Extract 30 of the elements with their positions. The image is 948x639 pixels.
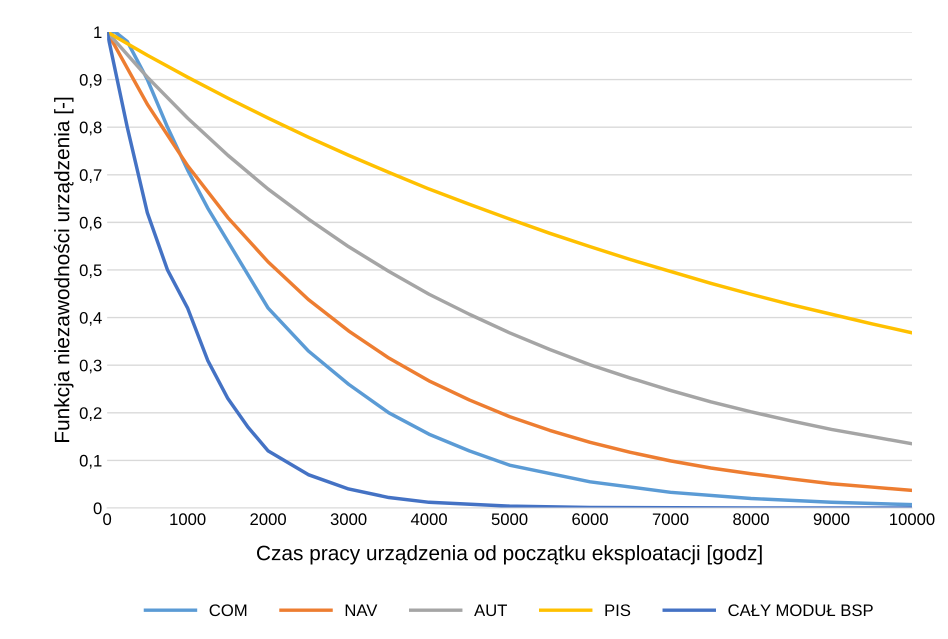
x-tick-label: 0 xyxy=(103,513,112,526)
legend-label: COM xyxy=(210,604,246,616)
y-tick-label: 0,2 xyxy=(80,407,102,421)
y-tick-label: 0,4 xyxy=(80,312,102,326)
y-tick-label: 0,1 xyxy=(80,454,102,469)
x-tick-label: 3000 xyxy=(330,513,366,526)
x-axis-title: Czas pracy urządzenia od początku eksploatacji [godz] xyxy=(257,545,762,565)
y-tick-label: 0,3 xyxy=(80,360,102,374)
x-tick-label: 7000 xyxy=(652,513,688,526)
y-tick-label: 0 xyxy=(94,502,102,514)
y-tick-label: 0,8 xyxy=(80,122,102,136)
x-tick-label: 4000 xyxy=(410,513,447,526)
y-tick-label: 0,6 xyxy=(80,216,102,231)
y-tick-label: 1 xyxy=(94,26,102,38)
legend-label: PIS xyxy=(605,604,630,616)
y-tick-label: 0,7 xyxy=(80,169,102,183)
y-tick-label: 0,5 xyxy=(80,264,102,278)
y-axis-title: Funkcja niezawodności urządzenia [-] xyxy=(54,98,74,442)
x-tick-label: 9000 xyxy=(814,513,850,526)
x-tick-label: 6000 xyxy=(572,513,608,526)
y-tick-label: 0,9 xyxy=(80,74,102,88)
x-tick-label: 1000 xyxy=(170,513,206,526)
legend-label: AUT xyxy=(474,604,508,616)
x-tick-label: 10000 xyxy=(890,513,934,526)
legend-label: NAV xyxy=(346,604,378,616)
x-tick-label: 2000 xyxy=(250,513,286,526)
line-series xyxy=(107,32,912,335)
x-tick-label: 8000 xyxy=(733,513,769,526)
legend-label: CAŁY MODUŁ BSP xyxy=(728,604,873,616)
x-tick-label: 5000 xyxy=(492,513,528,526)
